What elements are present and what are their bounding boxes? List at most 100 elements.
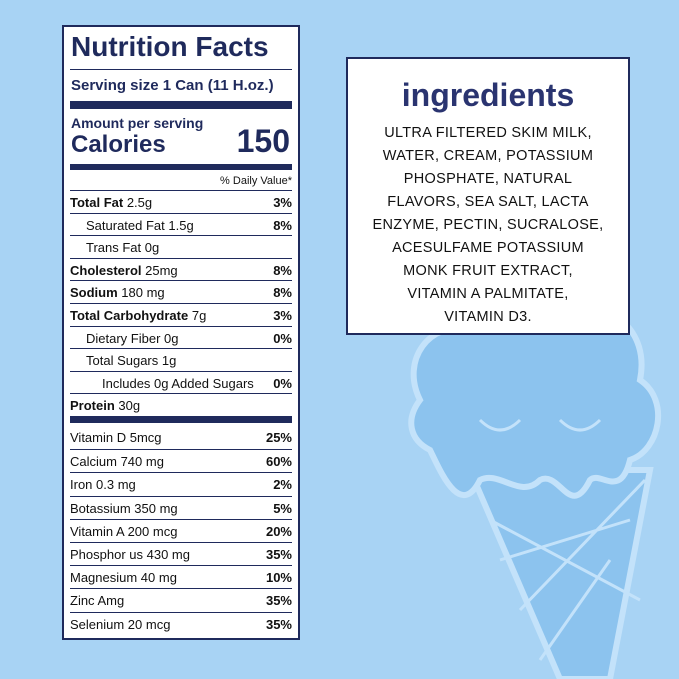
nutrient-row: Trans Fat 0g bbox=[70, 235, 292, 259]
nutrient-label: Trans Fat 0g bbox=[70, 240, 159, 255]
daily-value: 0% bbox=[273, 375, 292, 391]
ingredient-line: MONK FRUIT EXTRACT, bbox=[403, 263, 573, 279]
nutrient-amount: 30g bbox=[118, 398, 141, 414]
divider bbox=[70, 416, 292, 423]
nutrient-name: Cholesterol bbox=[70, 262, 142, 278]
nutrient-amount: 7g bbox=[191, 308, 207, 323]
divider bbox=[70, 69, 292, 70]
nutrient-row: Vitamin D 5mcg 25% bbox=[70, 426, 292, 449]
divider bbox=[70, 101, 292, 109]
nutrient-row: Dietary Fiber 0g 0% bbox=[70, 325, 292, 350]
nutrient-label: Protein 30g bbox=[70, 398, 140, 413]
nutrient-amount: 25mg bbox=[145, 262, 178, 278]
nutrient-amount: Calcium 740 mg bbox=[70, 454, 164, 470]
label-title: Nutrition Facts bbox=[71, 31, 269, 62]
nutrient-label: Vitamin D 5mcg bbox=[70, 430, 162, 445]
nutrient-name: Total Fat bbox=[70, 195, 124, 210]
nutrient-label: Total Carbohydrate 7g bbox=[70, 308, 206, 323]
nutrient-row: Magnesium 40 mg 10% bbox=[70, 565, 292, 589]
daily-value: 8% bbox=[273, 285, 292, 301]
nutrient-label: Includes 0g Added Sugars bbox=[70, 376, 254, 391]
ingredient-line: WATER, CREAM, POTASSIUM bbox=[382, 148, 594, 164]
nutrient-amount: Trans Fat 0g bbox=[86, 240, 160, 256]
nutrient-label: Botassium 350 mg bbox=[70, 501, 178, 516]
nutrient-label: Dietary Fiber 0g bbox=[70, 331, 178, 346]
ingredient-line: ACESULFAME POTASSIUM bbox=[392, 240, 584, 256]
nutrient-amount: Includes 0g Added Sugars bbox=[102, 375, 254, 391]
nutrient-amount: Phosphor us 430 mg bbox=[70, 547, 190, 562]
nutrient-amount: Selenium 20 mcg bbox=[70, 616, 171, 632]
nutrient-row: Botassium 350 mg 5% bbox=[70, 495, 292, 520]
nutrient-amount: Magnesium 40 mg bbox=[70, 570, 177, 586]
nutrient-amount: Vitamin D 5mcg bbox=[70, 430, 162, 445]
daily-value: 8% bbox=[273, 217, 292, 233]
nutrient-row: Zinc Amg 35% bbox=[70, 588, 292, 612]
nutrient-row: Calcium 740 mg 60% bbox=[70, 449, 292, 473]
daily-value: 60% bbox=[265, 454, 292, 470]
nutrient-amount: Total Sugars 1g bbox=[86, 353, 177, 369]
nutrition-label: Nutrition Facts Serving size 1 Can (11 H… bbox=[62, 25, 300, 640]
nutrient-amount: Saturated Fat 1.5g bbox=[86, 217, 194, 233]
ingredients-title: ingredients bbox=[401, 77, 575, 113]
daily-value: 3% bbox=[273, 308, 292, 323]
nutrient-row: Selenium 20 mcg 35% bbox=[70, 611, 292, 636]
nutrient-row: Vitamin A 200 mcg 20% bbox=[70, 518, 292, 543]
ingredient-line: VITAMIN D3. bbox=[444, 309, 532, 325]
calories-label: Calories bbox=[71, 131, 166, 158]
ingredients-box: ingredients ULTRA FILTERED SKIM MILK, WAT… bbox=[346, 57, 630, 335]
ingredient-line: FLAVORS, SEA SALT, LACTA bbox=[387, 194, 589, 210]
daily-value: 2% bbox=[273, 477, 292, 493]
nutrient-row: Includes 0g Added Sugars 0% bbox=[70, 370, 292, 395]
nutrient-label: Magnesium 40 mg bbox=[70, 570, 177, 585]
ingredient-line: PHOSPHATE, NATURAL bbox=[403, 171, 573, 187]
daily-value: 8% bbox=[273, 262, 292, 278]
nutrient-label: Phosphor us 430 mg bbox=[70, 547, 190, 562]
nutrient-label: Saturated Fat 1.5g bbox=[70, 218, 194, 233]
nutrient-label: Selenium 20 mcg bbox=[70, 617, 170, 632]
serving-size: Serving size 1 Can (11 H.oz.) bbox=[71, 77, 274, 94]
nutrient-label: Iron 0.3 mg bbox=[70, 477, 136, 492]
divider bbox=[70, 164, 292, 170]
nutrient-amount: Dietary Fiber 0g bbox=[86, 330, 179, 346]
nutrient-row: Total Carbohydrate 7g 3% bbox=[70, 303, 292, 327]
nutrient-name: Protein bbox=[70, 398, 115, 414]
nutrient-label: Zinc Amg bbox=[70, 593, 124, 608]
daily-value: 0% bbox=[273, 330, 292, 346]
calories-value: 150 bbox=[236, 123, 290, 159]
daily-value-header: % Daily Value* bbox=[220, 175, 292, 187]
nutrient-label: Total Fat 2.5g bbox=[70, 195, 152, 210]
nutrient-label: Total Sugars 1g bbox=[70, 353, 176, 368]
amount-per-serving: Amount per serving bbox=[71, 115, 204, 131]
nutrient-amount: Botassium 350 mg bbox=[70, 500, 178, 516]
nutrient-label: Cholesterol 25mg bbox=[70, 263, 178, 278]
daily-value: 20% bbox=[265, 523, 292, 539]
nutrient-row: Iron 0.3 mg 2% bbox=[70, 472, 292, 496]
nutrient-row: Phosphor us 430 mg 35% bbox=[70, 542, 292, 566]
nutrient-row: Saturated Fat 1.5g 8% bbox=[70, 212, 292, 237]
daily-value: 10% bbox=[265, 570, 292, 586]
daily-value: 35% bbox=[265, 593, 292, 609]
daily-value: 3% bbox=[273, 195, 292, 210]
nutrient-label: Vitamin A 200 mcg bbox=[70, 524, 177, 539]
nutrient-row: Total Sugars 1g bbox=[70, 348, 292, 372]
nutrient-amount: 2.5g bbox=[126, 195, 153, 210]
daily-value: 35% bbox=[265, 547, 292, 562]
nutrient-amount: Iron 0.3 mg bbox=[70, 477, 136, 493]
nutrient-row: Cholesterol 25mg 8% bbox=[70, 257, 292, 282]
nutrient-row: Protein 30g bbox=[70, 393, 292, 417]
nutrient-amount: Vitamin A 200 mcg bbox=[70, 523, 178, 539]
nutrient-amount: Zinc Amg bbox=[70, 593, 125, 609]
daily-value: 25% bbox=[265, 430, 292, 445]
daily-value: 35% bbox=[265, 616, 292, 632]
ingredient-line: ULTRA FILTERED SKIM MILK, bbox=[384, 125, 592, 141]
nutrient-name: Total Carbohydrate bbox=[70, 308, 189, 323]
ingredient-line: VITAMIN A PALMITATE, bbox=[407, 286, 569, 302]
nutrient-row: Sodium 180 mg 8% bbox=[70, 280, 292, 304]
nutrient-row: Total Fat 2.5g 3% bbox=[70, 190, 292, 214]
nutrient-name: Sodium bbox=[70, 285, 118, 301]
nutrient-amount: 180 mg bbox=[121, 285, 165, 301]
ingredient-line: ENZYME, PECTIN, SUCRALOSE, bbox=[372, 217, 604, 233]
nutrient-label: Sodium 180 mg bbox=[70, 285, 165, 300]
